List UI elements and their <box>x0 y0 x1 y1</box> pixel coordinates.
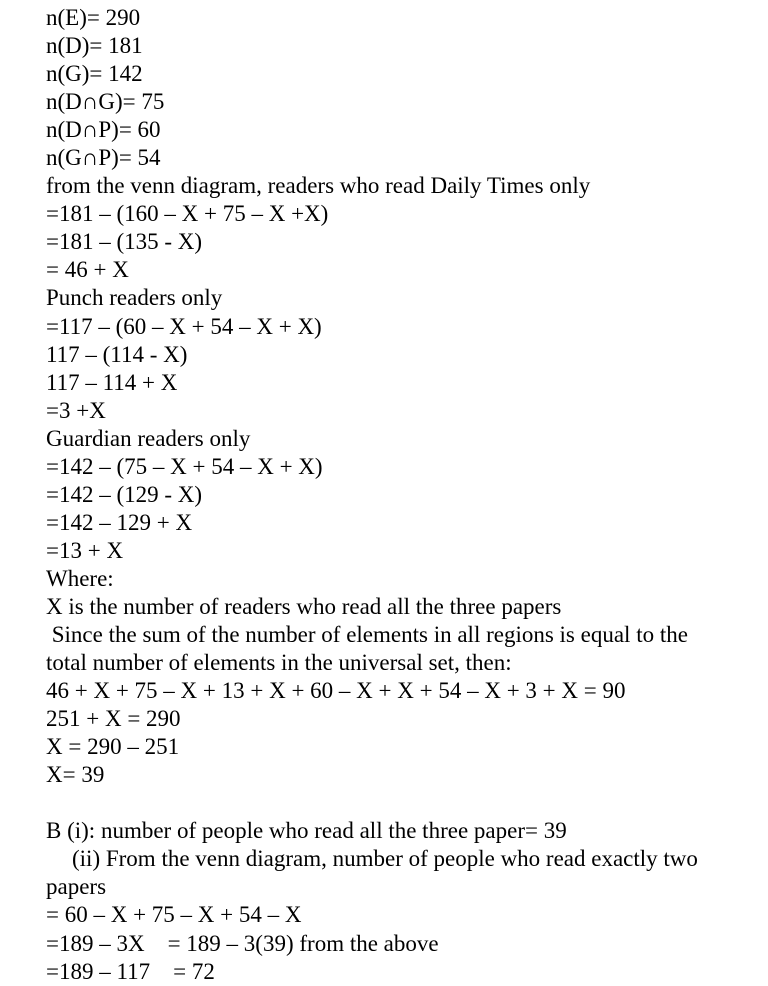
text-sum-2: total number of elements in the universa… <box>46 649 768 677</box>
calc-punch-1: =117 – (60 – X + 54 – X + X) <box>46 313 768 341</box>
text-x-def: X is the number of readers who read all … <box>46 593 768 621</box>
expr-n-gp: n(G∩P)= 54 <box>46 144 768 172</box>
calc-guardian-3: =142 – 129 + X <box>46 509 768 537</box>
part-b-ii-1: (ii) From the venn diagram, number of pe… <box>46 845 768 873</box>
calc-sum-4: X= 39 <box>46 761 768 789</box>
expr-n-dg: n(D∩G)= 75 <box>46 88 768 116</box>
expr-n-d: n(D)= 181 <box>46 32 768 60</box>
calc-bii-1: = 60 – X + 75 – X + 54 – X <box>46 901 768 929</box>
calc-guardian-4: =13 + X <box>46 537 768 565</box>
calc-punch-3: 117 – 114 + X <box>46 369 768 397</box>
calc-daily-2: =181 – (135 - X) <box>46 228 768 256</box>
calc-daily-3: = 46 + X <box>46 256 768 284</box>
expr-n-dp: n(D∩P)= 60 <box>46 116 768 144</box>
calc-punch-2: 117 – (114 - X) <box>46 341 768 369</box>
calc-punch-4: =3 +X <box>46 397 768 425</box>
calc-daily-1: =181 – (160 – X + 75 – X +X) <box>46 200 768 228</box>
text-guardian: Guardian readers only <box>46 425 768 453</box>
calc-guardian-1: =142 – (75 – X + 54 – X + X) <box>46 453 768 481</box>
calc-sum-3: X = 290 – 251 <box>46 733 768 761</box>
text-punch: Punch readers only <box>46 284 768 312</box>
part-b-i: B (i): number of people who read all the… <box>46 817 768 845</box>
calc-bii-2: =189 – 3X = 189 – 3(39) from the above <box>46 930 768 958</box>
part-b-ii-2: papers <box>46 873 768 901</box>
blank-line <box>46 789 768 817</box>
expr-n-g: n(G)= 142 <box>46 60 768 88</box>
expr-n-e: n(E)= 290 <box>46 4 768 32</box>
calc-bii-3: =189 – 117 = 72 <box>46 958 768 986</box>
text-sum-1: Since the sum of the number of elements … <box>46 621 768 649</box>
text-venn-daily: from the venn diagram, readers who read … <box>46 172 768 200</box>
calc-sum-1: 46 + X + 75 – X + 13 + X + 60 – X + X + … <box>46 677 768 705</box>
text-where: Where: <box>46 565 768 593</box>
calc-guardian-2: =142 – (129 - X) <box>46 481 768 509</box>
calc-sum-2: 251 + X = 290 <box>46 705 768 733</box>
